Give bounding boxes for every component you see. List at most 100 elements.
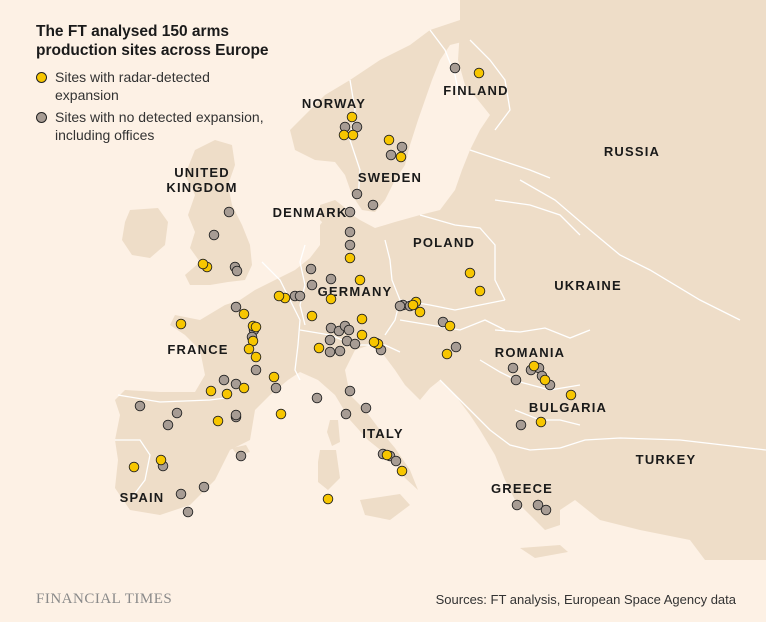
site-marker-no-expansion xyxy=(231,265,243,277)
site-marker-no-expansion xyxy=(344,226,356,238)
country-label-germany: GERMANY xyxy=(318,284,393,299)
site-marker-radar-expansion xyxy=(338,129,350,141)
site-marker-radar-expansion xyxy=(539,374,551,386)
site-marker-radar-expansion xyxy=(441,348,453,360)
site-marker-radar-expansion xyxy=(306,310,318,322)
site-marker-radar-expansion xyxy=(347,129,359,141)
landmass-scandinavia xyxy=(290,20,470,212)
site-marker-no-expansion xyxy=(305,263,317,275)
site-marker-radar-expansion xyxy=(356,329,368,341)
site-marker-no-expansion xyxy=(367,199,379,211)
country-borders xyxy=(115,29,766,501)
site-marker-radar-expansion xyxy=(325,293,337,305)
legend-item-radar: Sites with radar-detected expansion xyxy=(36,68,276,104)
site-marker-radar-expansion xyxy=(212,415,224,427)
site-marker-radar-expansion xyxy=(155,454,167,466)
country-label-finland: FINLAND xyxy=(443,83,508,98)
site-marker-no-expansion xyxy=(532,499,544,511)
country-label-russia: RUSSIA xyxy=(604,144,660,159)
landmass-sardinia xyxy=(318,450,340,490)
site-marker-no-expansion xyxy=(324,334,336,346)
border-turkey-greece xyxy=(559,437,766,451)
landmass-ireland xyxy=(122,208,168,258)
ft-logo: FINANCIAL TIMES xyxy=(36,591,173,607)
sources-note: Sources: FT analysis, European Space Age… xyxy=(435,592,736,607)
legend: Sites with radar-detected expansion Site… xyxy=(36,68,276,148)
border-sweden-norway xyxy=(349,79,361,201)
site-marker-radar-expansion xyxy=(356,313,368,325)
site-marker-no-expansion xyxy=(394,300,406,312)
site-marker-radar-expansion xyxy=(243,343,255,355)
site-marker-no-expansion xyxy=(294,290,306,302)
site-marker-no-expansion xyxy=(349,338,361,350)
site-marker-no-expansion xyxy=(134,400,146,412)
radar-site-swatch xyxy=(36,72,47,83)
site-marker-radar-expansion xyxy=(565,389,577,401)
site-marker-no-expansion xyxy=(306,279,318,291)
site-marker-radar-expansion xyxy=(396,465,408,477)
landmass-mainland xyxy=(115,0,766,560)
country-label-france: FRANCE xyxy=(167,342,228,357)
country-label-united-kingdom: UNITED KINGDOM xyxy=(166,165,237,195)
site-marker-no-expansion xyxy=(270,382,282,394)
site-marker-radar-expansion xyxy=(221,388,233,400)
country-label-italy: ITALY xyxy=(362,426,403,441)
landmass-sicily xyxy=(360,494,410,520)
legend-item-none: Sites with no detected expansion, includ… xyxy=(36,108,276,144)
landmass-corsica xyxy=(327,420,340,446)
site-marker-radar-expansion xyxy=(344,252,356,264)
site-marker-radar-expansion xyxy=(268,371,280,383)
site-marker-radar-expansion xyxy=(383,134,395,146)
country-label-poland: POLAND xyxy=(413,235,475,250)
site-marker-radar-expansion xyxy=(381,449,393,461)
country-labels: NORWAY FINLAND SWEDEN RUSSIA UNITED KINGDOM DE… xyxy=(120,83,697,505)
country-label-line: KINGDOM xyxy=(166,180,237,195)
country-label-denmark: DENMARK xyxy=(273,205,348,220)
site-marker-no-expansion xyxy=(511,499,523,511)
site-marker-no-expansion xyxy=(385,149,397,161)
site-marker-radar-expansion xyxy=(238,382,250,394)
land-masses xyxy=(115,0,766,560)
site-marker-radar-expansion xyxy=(250,321,262,333)
site-marker-no-expansion xyxy=(390,455,402,467)
site-marker-radar-expansion xyxy=(473,67,485,79)
site-marker-no-expansion xyxy=(450,341,462,353)
country-label-turkey: TURKEY xyxy=(636,452,697,467)
site-marker-radar-expansion xyxy=(275,408,287,420)
site-marker-radar-expansion xyxy=(464,267,476,279)
site-marker-radar-expansion xyxy=(205,385,217,397)
landmass-great-britain xyxy=(185,140,252,285)
border-iberia xyxy=(115,439,151,501)
country-label-romania: ROMANIA xyxy=(495,345,566,360)
border-poland-east xyxy=(419,214,506,301)
site-marker-no-expansion xyxy=(396,141,408,153)
border-belarus xyxy=(494,199,581,236)
site-marker-radar-expansion xyxy=(273,290,285,302)
site-marker-radar-expansion xyxy=(250,351,262,363)
site-marker-radar-expansion xyxy=(474,285,486,297)
border-france-spain xyxy=(117,394,226,403)
site-marker-no-expansion xyxy=(334,345,346,357)
production-sites xyxy=(128,62,577,518)
site-marker-radar-expansion xyxy=(528,360,540,372)
border-france-east xyxy=(261,261,301,381)
landmass-crete xyxy=(520,545,568,558)
site-marker-radar-expansion xyxy=(368,336,380,348)
site-marker-radar-expansion xyxy=(175,318,187,330)
site-marker-no-expansion xyxy=(235,450,247,462)
country-label-spain: SPAIN xyxy=(120,490,165,505)
site-marker-no-expansion xyxy=(510,374,522,386)
site-marker-no-expansion xyxy=(343,324,355,336)
country-label-bulgaria: BULGARIA xyxy=(529,400,607,415)
site-marker-no-expansion xyxy=(344,206,356,218)
site-marker-no-expansion xyxy=(311,392,323,404)
country-label-sweden: SWEDEN xyxy=(358,170,422,185)
site-marker-radar-expansion xyxy=(128,461,140,473)
border-finland-russia xyxy=(469,39,511,131)
site-marker-radar-expansion xyxy=(313,342,325,354)
site-marker-no-expansion xyxy=(223,206,235,218)
site-marker-radar-expansion xyxy=(346,111,358,123)
site-marker-no-expansion xyxy=(344,239,356,251)
site-marker-radar-expansion xyxy=(535,416,547,428)
